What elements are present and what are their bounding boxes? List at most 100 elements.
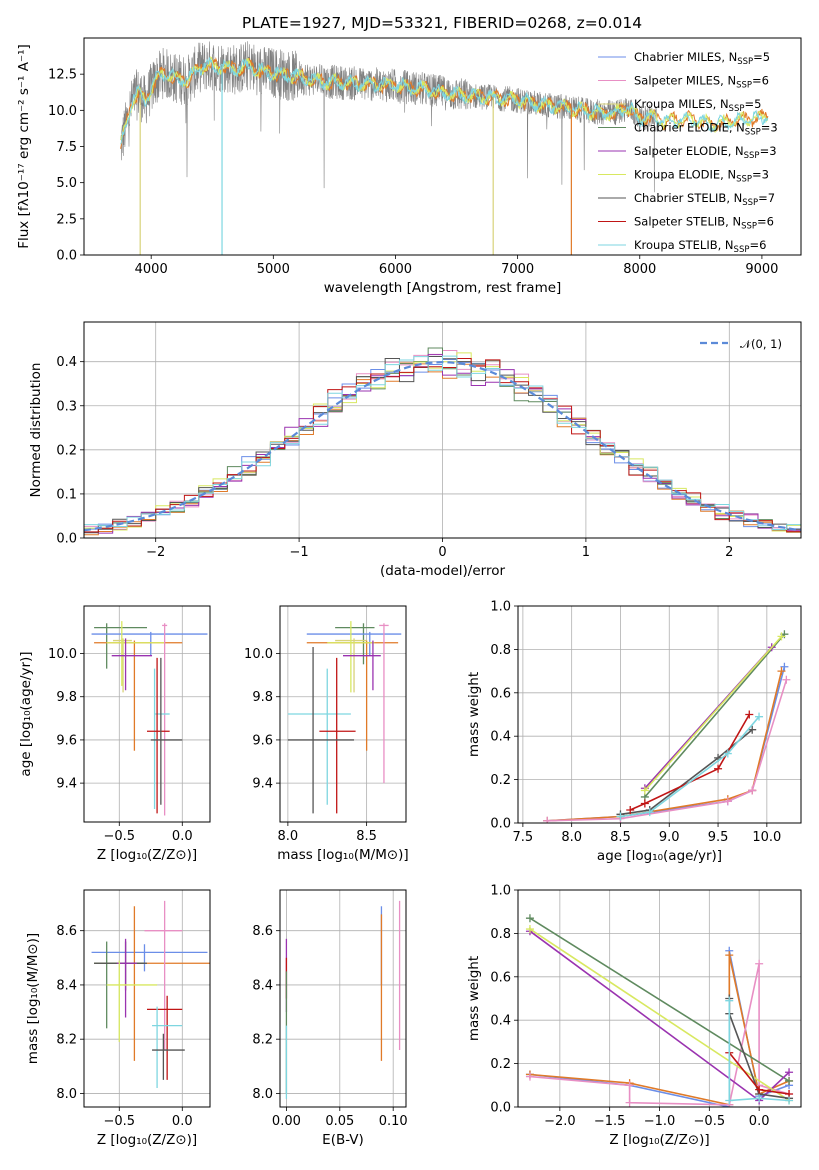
weight-point — [748, 725, 757, 734]
weight-line — [629, 714, 750, 811]
data-spectrum — [120, 41, 659, 193]
x-tick-label: −1.5 — [594, 1114, 626, 1129]
y-tick-label: 0.4 — [56, 355, 77, 370]
weight-point — [723, 797, 732, 806]
y-axis-label: mass [log₁₀(M/M⊙)] — [25, 933, 41, 1064]
age-vs-Z-plot-area — [91, 621, 208, 816]
x-tick-label: 8.5 — [610, 830, 631, 845]
weight-line — [644, 633, 786, 798]
x-tick-label: 9.5 — [708, 830, 729, 845]
x-tick-label: 0 — [438, 545, 446, 560]
y-tick-label: 10.0 — [48, 104, 77, 119]
weight-line — [529, 917, 790, 1082]
plot-frame — [517, 605, 802, 824]
x-axis-label: Z [log₁₀(Z/Z⊙)] — [609, 1132, 709, 1148]
model-spectrum — [120, 56, 769, 145]
x-tick-label: −0.5 — [103, 829, 135, 844]
x-axis-label: Z [log₁₀(Z/Z⊙)] — [97, 847, 197, 863]
weight-point — [625, 1098, 634, 1107]
y-tick-label: 0.8 — [490, 643, 511, 658]
y-tick-label: 8.4 — [252, 978, 273, 993]
y-tick-label: 8.0 — [252, 1087, 273, 1102]
plot-frame — [279, 889, 407, 1108]
weight-point — [543, 816, 552, 823]
y-tick-label: 10.0 — [244, 647, 273, 662]
y-tick-label: 1.0 — [490, 600, 511, 615]
x-tick-label: 0.0 — [172, 1114, 193, 1129]
y-tick-label: 8.4 — [56, 978, 77, 993]
x-axis-label: (data-model)/error — [380, 563, 506, 579]
legend-entry: Kroupa MILES, NSSP=5 — [634, 97, 761, 114]
weight-point — [525, 914, 534, 923]
y-tick-label: 9.8 — [56, 690, 77, 705]
weight-point — [755, 959, 764, 968]
histogram-step — [84, 355, 801, 537]
x-tick-label: −0.5 — [694, 1114, 726, 1129]
mass-vs-Z-plot-area — [91, 900, 210, 1089]
x-tick-label: 0.0 — [172, 829, 193, 844]
legend-entry: Kroupa STELIB, NSSP=6 — [634, 238, 766, 255]
y-tick-label: 8.2 — [56, 1033, 77, 1048]
x-tick-label: 6000 — [379, 262, 412, 277]
age-vs-mass-panel: 8.0 8.5 9.4 9.6 9.8 10.0 mass [log₁₀(M/M⊙)] — [244, 605, 409, 863]
mass-vs-ebv-panel: 0.00 0.05 0.10 8.0 8.2 8.4 8.6 E(B-V) — [252, 889, 408, 1148]
spectrum-panel: 4000 5000 6000 7000 8000 9000 0.0 2.5 5.0 7.5 10.0… — [16, 14, 802, 296]
y-tick-label: 0.3 — [56, 399, 77, 414]
weight-point — [777, 632, 786, 641]
x-tick-label: 7000 — [501, 262, 534, 277]
y-tick-label: 0.8 — [490, 927, 511, 942]
x-tick-label: −1.0 — [644, 1114, 676, 1129]
legend-entry: 𝒩(0, 1) — [740, 337, 782, 351]
weight-point — [725, 1096, 734, 1105]
y-tick-label: 0.2 — [490, 1057, 511, 1072]
legend-entry: Salpeter STELIB, NSSP=6 — [634, 215, 774, 232]
legend: 𝒩(0, 1) — [700, 337, 782, 351]
mass-vs-ebv-plot-area — [285, 900, 401, 1099]
x-axis-label: wavelength [Angstrom, rest frame] — [324, 280, 562, 296]
weight-point — [745, 710, 754, 719]
legend-entry: Salpeter MILES, NSSP=6 — [634, 74, 769, 91]
y-tick-label: 9.6 — [56, 733, 77, 748]
weight-line — [728, 1000, 790, 1102]
y-axis-label: Flux [fλ10⁻¹⁷ erg cm⁻² s⁻¹ A⁻¹] — [16, 44, 32, 249]
weight-point — [723, 749, 732, 758]
weight-point — [780, 662, 789, 671]
y-tick-label: 8.6 — [56, 924, 77, 939]
spectrum-plot-area — [120, 41, 769, 255]
y-axis-label: mass weight — [466, 672, 482, 757]
weight-vs-age-panel: 7.5 8.0 8.5 9.0 9.5 10.0 0.0 0.2 0.4 0.6 0.8 1.0 age… — [466, 600, 802, 864]
y-tick-label: 0.4 — [490, 1014, 511, 1029]
weight-line — [620, 716, 760, 818]
plot-frame — [517, 889, 802, 1108]
x-tick-label: 0.05 — [325, 1114, 354, 1129]
weight-line — [529, 928, 790, 1102]
x-axis-label: mass [log₁₀(M/M⊙)] — [277, 847, 408, 863]
plot-frame — [83, 605, 211, 823]
x-axis-label: E(B-V) — [322, 1132, 364, 1148]
x-axis-label: Z [log₁₀(Z/Z⊙)] — [97, 1132, 197, 1148]
weight-point — [725, 996, 734, 1005]
y-tick-label: 0.0 — [56, 249, 77, 264]
y-tick-label: 0.2 — [490, 773, 511, 788]
x-tick-label: 8.5 — [356, 829, 377, 844]
normal-curve — [84, 360, 801, 532]
weight-point — [785, 1076, 794, 1085]
plot-frame — [83, 889, 211, 1108]
y-tick-label: 0.0 — [490, 817, 511, 832]
y-tick-label: 0.0 — [56, 532, 77, 547]
y-tick-label: 0.2 — [56, 443, 77, 458]
y-tick-label: 8.0 — [56, 1087, 77, 1102]
x-tick-label: 7.5 — [513, 830, 534, 845]
y-tick-label: 0.6 — [490, 686, 511, 701]
weight-point — [782, 675, 791, 684]
residuals-plot-area — [84, 347, 801, 537]
y-tick-label: 5.0 — [56, 176, 77, 191]
weight-line — [644, 635, 783, 792]
x-tick-label: −1 — [290, 545, 309, 560]
weight-point — [640, 799, 649, 808]
x-tick-label: −2.0 — [544, 1114, 576, 1129]
legend: Chabrier MILES, NSSP=5 Salpeter MILES, NS… — [598, 50, 778, 255]
weight-vs-Z-panel: −2.0 −1.5 −1.0 −0.5 0.0 0.0 0.2 0.4 0.6 0.8 1.0 Z [… — [466, 884, 802, 1148]
plot-frame — [83, 321, 802, 539]
legend-entry: Chabrier MILES, NSSP=5 — [634, 50, 770, 67]
